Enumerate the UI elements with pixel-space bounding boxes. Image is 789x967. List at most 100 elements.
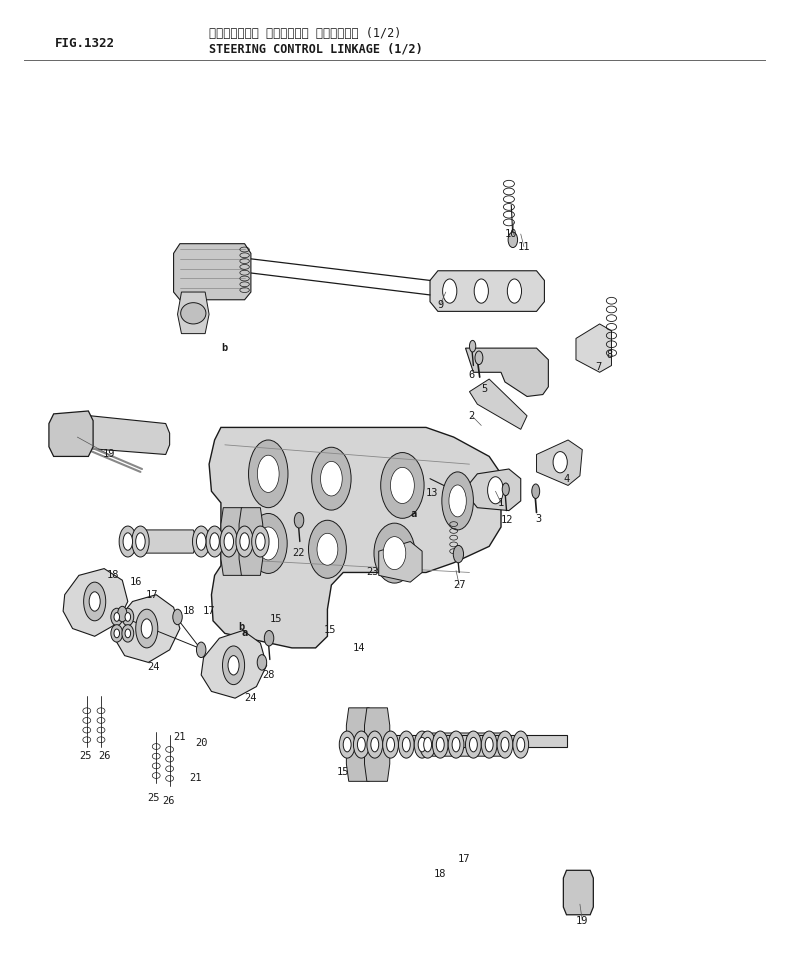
Text: STEERING CONTROL LINKAGE (1/2): STEERING CONTROL LINKAGE (1/2)	[209, 43, 423, 55]
Ellipse shape	[398, 731, 414, 758]
Ellipse shape	[418, 737, 426, 752]
Ellipse shape	[507, 279, 522, 304]
Ellipse shape	[317, 534, 338, 565]
Ellipse shape	[474, 279, 488, 304]
Ellipse shape	[249, 440, 288, 508]
Polygon shape	[576, 324, 611, 372]
Text: 21: 21	[189, 774, 202, 783]
Ellipse shape	[387, 737, 394, 752]
Ellipse shape	[443, 279, 457, 304]
Ellipse shape	[173, 609, 182, 625]
Polygon shape	[114, 595, 180, 662]
Text: 10: 10	[505, 229, 518, 239]
Ellipse shape	[252, 526, 269, 557]
Ellipse shape	[449, 485, 466, 516]
Ellipse shape	[532, 484, 540, 499]
Ellipse shape	[258, 527, 279, 560]
Ellipse shape	[481, 731, 497, 758]
Ellipse shape	[123, 533, 133, 550]
Text: 18: 18	[434, 869, 447, 879]
Ellipse shape	[383, 731, 398, 758]
Text: b: b	[222, 343, 228, 353]
Text: 17: 17	[203, 606, 215, 616]
Ellipse shape	[119, 526, 136, 557]
Polygon shape	[430, 733, 503, 756]
Polygon shape	[201, 630, 267, 698]
Polygon shape	[346, 708, 372, 781]
Ellipse shape	[432, 731, 448, 758]
Text: 23: 23	[366, 568, 379, 577]
Text: 25: 25	[79, 751, 92, 761]
Text: 25: 25	[148, 793, 160, 803]
Ellipse shape	[312, 447, 351, 511]
Ellipse shape	[136, 609, 158, 648]
Ellipse shape	[420, 731, 436, 758]
Ellipse shape	[353, 731, 369, 758]
Ellipse shape	[206, 526, 223, 557]
Ellipse shape	[89, 592, 100, 611]
Text: a: a	[241, 629, 248, 638]
Ellipse shape	[249, 513, 287, 573]
Ellipse shape	[210, 533, 219, 550]
Ellipse shape	[114, 613, 120, 621]
Text: 15: 15	[337, 767, 350, 777]
Text: a: a	[410, 510, 417, 519]
Text: 5: 5	[481, 384, 488, 394]
Text: 12: 12	[501, 515, 514, 525]
Text: 4: 4	[563, 474, 570, 484]
Polygon shape	[136, 530, 196, 553]
Ellipse shape	[485, 737, 493, 752]
Text: b: b	[238, 622, 245, 631]
Ellipse shape	[339, 731, 355, 758]
Ellipse shape	[343, 737, 351, 752]
Ellipse shape	[122, 625, 133, 642]
Ellipse shape	[475, 351, 483, 365]
Polygon shape	[365, 708, 390, 781]
Ellipse shape	[236, 526, 253, 557]
Polygon shape	[174, 244, 251, 300]
Polygon shape	[469, 469, 521, 511]
Polygon shape	[430, 271, 544, 311]
Polygon shape	[537, 440, 582, 485]
Text: 21: 21	[174, 732, 186, 742]
Ellipse shape	[553, 452, 567, 473]
Polygon shape	[379, 542, 422, 582]
Text: 15: 15	[323, 626, 336, 635]
Ellipse shape	[118, 606, 127, 622]
Ellipse shape	[110, 625, 123, 642]
Text: 13: 13	[426, 488, 439, 498]
Ellipse shape	[517, 737, 525, 752]
Ellipse shape	[125, 629, 131, 638]
Ellipse shape	[424, 737, 432, 752]
Ellipse shape	[414, 731, 430, 758]
Ellipse shape	[402, 737, 410, 752]
Ellipse shape	[508, 232, 518, 248]
Polygon shape	[394, 735, 567, 747]
Text: 22: 22	[292, 548, 305, 558]
Ellipse shape	[380, 453, 424, 518]
Ellipse shape	[436, 737, 444, 752]
Ellipse shape	[132, 526, 149, 557]
Text: 17: 17	[146, 590, 159, 600]
Text: 7: 7	[595, 363, 601, 372]
Ellipse shape	[488, 477, 503, 504]
Ellipse shape	[224, 533, 234, 550]
Ellipse shape	[501, 737, 509, 752]
Text: ステアリング゜ コントロール リンケージ゜ (1/2): ステアリング゜ コントロール リンケージ゜ (1/2)	[209, 27, 402, 40]
Ellipse shape	[442, 472, 473, 530]
Ellipse shape	[308, 520, 346, 578]
Ellipse shape	[256, 533, 265, 550]
Text: 24: 24	[245, 693, 257, 703]
Ellipse shape	[110, 608, 123, 626]
Text: 17: 17	[458, 854, 470, 864]
Text: 27: 27	[453, 580, 466, 590]
Text: 28: 28	[262, 670, 275, 680]
Text: 18: 18	[107, 571, 119, 580]
Ellipse shape	[469, 340, 476, 352]
Ellipse shape	[196, 533, 206, 550]
Text: 11: 11	[518, 242, 530, 251]
Text: 26: 26	[99, 751, 111, 761]
Ellipse shape	[367, 731, 383, 758]
Ellipse shape	[196, 642, 206, 658]
Ellipse shape	[391, 467, 414, 504]
